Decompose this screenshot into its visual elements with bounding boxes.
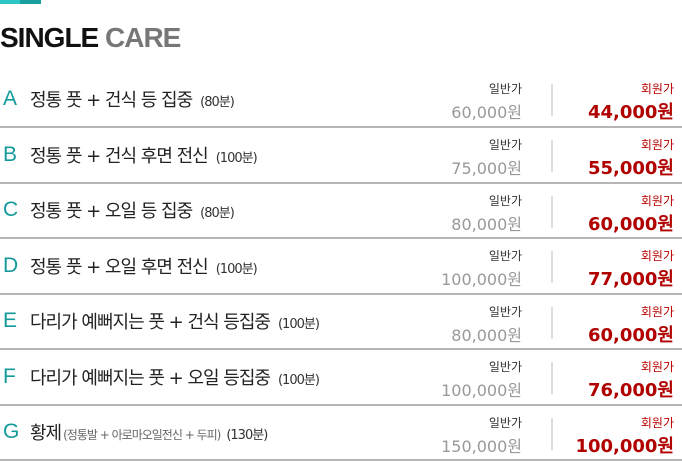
- item-duration: (100분): [216, 151, 257, 166]
- item-duration: (80분): [200, 95, 234, 110]
- item-letter: E: [3, 309, 17, 333]
- item-sub: (정통발 + 아로마오일전신 + 두피): [63, 428, 220, 442]
- regular-label: 일반가: [441, 247, 522, 264]
- member-value: 77,000원: [588, 265, 674, 291]
- item-title: 정통 풋 + 오일 후면 전신: [30, 257, 208, 278]
- regular-price: 일반가 60,000원: [451, 80, 522, 123]
- item-letter: C: [3, 198, 18, 222]
- member-value: 76,000원: [588, 376, 674, 402]
- divider: [551, 140, 553, 172]
- item-title: 다리가 예뻐지는 풋 + 건식 등집중: [30, 312, 270, 333]
- member-value: 55,000원: [588, 154, 674, 180]
- member-value: 60,000원: [588, 321, 674, 347]
- regular-price: 일반가 100,000원: [441, 247, 522, 290]
- divider: [551, 362, 553, 394]
- item-title: 정통 풋 + 건식 등 집중: [30, 90, 192, 111]
- member-value: 44,000원: [588, 98, 674, 124]
- accent-bar-light: [0, 0, 20, 4]
- page-title: SINGLE CARE: [0, 22, 180, 54]
- item-letter: D: [3, 254, 18, 278]
- item-name: 황제(정통발 + 아로마오일전신 + 두피) (130분): [30, 419, 267, 445]
- item-duration: (80분): [200, 206, 234, 221]
- regular-value: 80,000원: [451, 211, 522, 235]
- item-name: 정통 풋 + 건식 후면 전신 (100분): [30, 142, 257, 168]
- regular-value: 150,000원: [441, 433, 522, 457]
- divider: [551, 84, 553, 116]
- member-label: 회원가: [588, 80, 674, 97]
- item-duration: (130분): [226, 428, 267, 443]
- member-label: 회원가: [588, 192, 674, 209]
- divider: [551, 251, 553, 283]
- regular-price: 일반가 100,000원: [441, 358, 522, 401]
- regular-label: 일반가: [451, 136, 522, 153]
- regular-value: 80,000원: [451, 322, 522, 346]
- regular-value: 100,000원: [441, 266, 522, 290]
- item-name: 다리가 예뻐지는 풋 + 건식 등집중 (100분): [30, 308, 319, 334]
- member-value: 60,000원: [588, 210, 674, 236]
- member-label: 회원가: [588, 136, 674, 153]
- price-row: E 다리가 예뻐지는 풋 + 건식 등집중 (100분) 일반가 80,000원 회…: [0, 295, 682, 351]
- regular-price: 일반가 75,000원: [451, 136, 522, 179]
- regular-label: 일반가: [441, 414, 522, 431]
- accent-bar-dark: [20, 0, 41, 4]
- regular-price: 일반가 80,000원: [451, 303, 522, 346]
- regular-label: 일반가: [451, 80, 522, 97]
- title-bold: SINGLE: [0, 22, 98, 53]
- divider: [551, 307, 553, 339]
- item-title: 다리가 예뻐지는 풋 + 오일 등집중: [30, 368, 270, 389]
- regular-label: 일반가: [451, 303, 522, 320]
- divider: [551, 196, 553, 228]
- item-letter: A: [3, 87, 17, 111]
- divider: [551, 418, 553, 450]
- member-value: 100,000원: [575, 432, 674, 458]
- item-name: 다리가 예뻐지는 풋 + 오일 등집중 (100분): [30, 364, 319, 390]
- item-letter: G: [3, 420, 19, 444]
- regular-value: 100,000원: [441, 377, 522, 401]
- regular-value: 60,000원: [451, 99, 522, 123]
- regular-label: 일반가: [451, 192, 522, 209]
- item-name: 정통 풋 + 오일 등 집중 (80분): [30, 197, 234, 223]
- regular-price: 일반가 150,000원: [441, 414, 522, 457]
- item-duration: (100분): [278, 373, 319, 388]
- item-duration: (100분): [278, 317, 319, 332]
- item-name: 정통 풋 + 오일 후면 전신 (100분): [30, 253, 257, 279]
- member-label: 회원가: [588, 247, 674, 264]
- member-label: 회원가: [588, 303, 674, 320]
- item-duration: (100분): [216, 262, 257, 277]
- member-label: 회원가: [575, 414, 674, 431]
- item-name: 정통 풋 + 건식 등 집중 (80분): [30, 86, 234, 112]
- item-letter: F: [3, 365, 16, 389]
- item-letter: B: [3, 143, 17, 167]
- price-row: G 황제(정통발 + 아로마오일전신 + 두피) (130분) 일반가 150,00…: [0, 406, 682, 461]
- item-title: 황제: [30, 423, 61, 444]
- item-title: 정통 풋 + 건식 후면 전신: [30, 146, 208, 167]
- title-light: CARE: [105, 22, 180, 53]
- item-title: 정통 풋 + 오일 등 집중: [30, 201, 192, 222]
- regular-value: 75,000원: [451, 155, 522, 179]
- member-label: 회원가: [588, 358, 674, 375]
- regular-price: 일반가 80,000원: [451, 192, 522, 235]
- regular-label: 일반가: [441, 358, 522, 375]
